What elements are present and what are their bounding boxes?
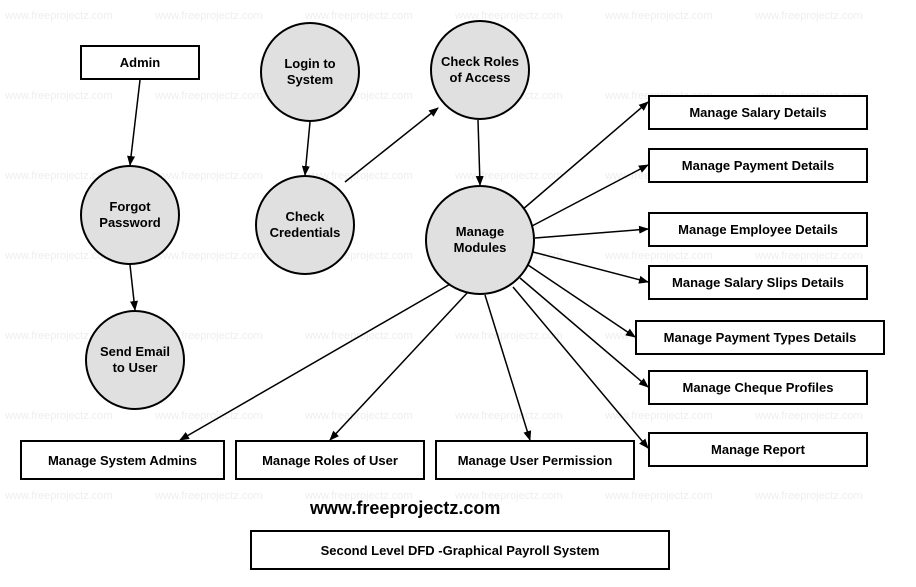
watermark-text: www.freeprojectz.com: [755, 250, 863, 262]
node-title: Second Level DFD -Graphical Payroll Syst…: [250, 530, 670, 570]
watermark-text: www.freeprojectz.com: [5, 10, 113, 22]
node-forgot: Forgot Password: [80, 165, 180, 265]
node-mg_report: Manage Report: [648, 432, 868, 467]
watermark-text: www.freeprojectz.com: [5, 90, 113, 102]
node-mg_admins: Manage System Admins: [20, 440, 225, 480]
watermark-text: www.freeprojectz.com: [305, 330, 413, 342]
edge-forgot-to-sendemail: [130, 265, 135, 310]
node-mg_roles: Manage Roles of User: [235, 440, 425, 480]
footer-url: www.freeprojectz.com: [310, 498, 500, 519]
watermark-text: www.freeprojectz.com: [755, 410, 863, 422]
watermark-text: www.freeprojectz.com: [155, 410, 263, 422]
node-mg_paytypes: Manage Payment Types Details: [635, 320, 885, 355]
node-login: Login to System: [260, 22, 360, 122]
node-send_email: Send Email to User: [85, 310, 185, 410]
edge-checkcred-to-checkroles: [345, 108, 438, 182]
watermark-text: www.freeprojectz.com: [455, 330, 563, 342]
edge-mm-to-roles: [330, 292, 468, 440]
watermark-text: www.freeprojectz.com: [155, 490, 263, 502]
watermark-text: www.freeprojectz.com: [755, 490, 863, 502]
node-mg_userperm: Manage User Permission: [435, 440, 635, 480]
node-manage_modules: Manage Modules: [425, 185, 535, 295]
edge-mm-to-slips: [533, 252, 648, 282]
watermark-text: www.freeprojectz.com: [605, 490, 713, 502]
watermark-text: www.freeprojectz.com: [305, 10, 413, 22]
watermark-text: www.freeprojectz.com: [755, 10, 863, 22]
edge-checkroles-to-managemodules: [478, 120, 480, 185]
watermark-text: www.freeprojectz.com: [155, 250, 263, 262]
watermark-text: www.freeprojectz.com: [155, 90, 263, 102]
node-mg_employee: Manage Employee Details: [648, 212, 868, 247]
edge-mm-to-cheque: [520, 278, 648, 387]
node-mg_payment: Manage Payment Details: [648, 148, 868, 183]
watermark-text: www.freeprojectz.com: [455, 170, 563, 182]
watermark-text: www.freeprojectz.com: [605, 10, 713, 22]
watermark-text: www.freeprojectz.com: [5, 410, 113, 422]
watermark-text: www.freeprojectz.com: [605, 410, 713, 422]
edge-login-to-checkcred: [305, 122, 310, 175]
edge-mm-to-report: [513, 287, 648, 448]
edge-mm-to-payment: [532, 165, 648, 226]
edge-mm-to-userperm: [485, 295, 530, 440]
watermark-text: www.freeprojectz.com: [605, 250, 713, 262]
edge-mm-to-employee: [535, 229, 648, 238]
watermark-text: www.freeprojectz.com: [455, 410, 563, 422]
watermark-text: www.freeprojectz.com: [155, 10, 263, 22]
node-check_cred: Check Credentials: [255, 175, 355, 275]
node-mg_cheque: Manage Cheque Profiles: [648, 370, 868, 405]
node-mg_slips: Manage Salary Slips Details: [648, 265, 868, 300]
node-check_roles: Check Roles of Access: [430, 20, 530, 120]
node-admin: Admin: [80, 45, 200, 80]
edge-mm-to-paytypes: [528, 265, 635, 337]
watermark-text: www.freeprojectz.com: [5, 490, 113, 502]
edge-mm-to-admins: [180, 283, 452, 440]
watermark-text: www.freeprojectz.com: [155, 170, 263, 182]
watermark-text: www.freeprojectz.com: [305, 410, 413, 422]
edge-admin-to-forgot: [130, 80, 140, 165]
edge-mm-to-salary: [522, 102, 648, 210]
node-mg_salary: Manage Salary Details: [648, 95, 868, 130]
